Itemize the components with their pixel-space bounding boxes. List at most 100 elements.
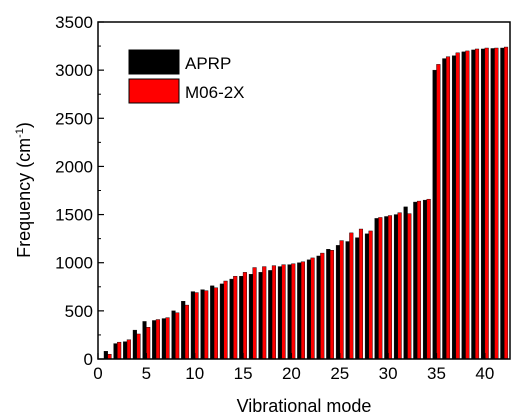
bar-m06-2x-mode-41 [494, 47, 499, 360]
bar-m06-2x-mode-29 [378, 217, 383, 360]
bar-aprp-mode-32 [403, 206, 408, 360]
bar-m06-2x-mode-8 [175, 312, 180, 360]
bar-m06-2x-mode-19 [281, 264, 286, 360]
legend-label-m06-2x: M06-2X [185, 83, 245, 102]
bar-m06-2x-mode-2 [117, 341, 122, 360]
bar-m06-2x-mode-7 [165, 317, 170, 360]
bar-m06-2x-mode-23 [320, 252, 325, 360]
x-tick-label: 40 [475, 364, 494, 383]
x-tick-label: 30 [379, 364, 398, 383]
bar-aprp-mode-14 [229, 278, 234, 360]
bar-m06-2x-mode-15 [242, 272, 247, 360]
bar-aprp-mode-9 [181, 301, 186, 360]
bar-aprp-mode-7 [161, 318, 166, 360]
bar-m06-2x-mode-4 [136, 333, 141, 360]
bar-aprp-mode-36 [442, 58, 447, 360]
bar-aprp-mode-40 [480, 48, 486, 360]
bar-aprp-mode-37 [451, 55, 457, 360]
bar-m06-2x-mode-16 [252, 267, 257, 360]
bar-aprp-mode-15 [239, 275, 244, 360]
bar-aprp-mode-12 [210, 285, 215, 360]
bar-m06-2x-mode-13 [223, 280, 228, 360]
bar-m06-2x-mode-14 [233, 275, 238, 360]
bar-m06-2x-mode-40 [484, 47, 489, 360]
bar-aprp-mode-11 [200, 289, 205, 360]
bar-m06-2x-mode-11 [204, 290, 209, 360]
bar-aprp-mode-39 [471, 49, 476, 360]
bar-aprp-mode-13 [219, 283, 224, 360]
y-tick-label: 3000 [55, 61, 93, 80]
bar-aprp-mode-1 [103, 351, 108, 360]
y-axis-title-main: Frequency (cm [14, 138, 34, 258]
bar-m06-2x-mode-35 [436, 64, 441, 360]
y-tick-label: 500 [65, 302, 93, 321]
y-tick-label: 2000 [55, 157, 93, 176]
bar-aprp-mode-20 [287, 264, 292, 360]
bar-m06-2x-mode-34 [426, 198, 431, 360]
legend-label-aprp: APRP [185, 54, 231, 73]
bar-m06-2x-mode-25 [339, 240, 344, 360]
bar-aprp-mode-10 [190, 291, 195, 360]
bar-m06-2x-mode-6 [155, 319, 160, 360]
bar-m06-2x-mode-20 [291, 263, 296, 360]
bar-aprp-mode-8 [171, 310, 176, 360]
x-tick-label: 25 [330, 364, 349, 383]
x-axis-ticks: 0 5 10 15 20 25 30 35 40 [93, 353, 494, 383]
bar-aprp-mode-27 [355, 237, 360, 360]
y-tick-label: 0 [84, 350, 93, 369]
x-tick-label: 20 [282, 364, 301, 383]
bar-aprp-mode-23 [316, 255, 321, 360]
bar-aprp-mode-42 [500, 47, 505, 360]
legend-swatch-m06-2x [128, 78, 180, 104]
bar-m06-2x-mode-33 [416, 200, 422, 360]
bar-m06-2x-mode-42 [504, 46, 509, 360]
bar-m06-2x-mode-37 [455, 52, 460, 360]
bar-aprp-mode-30 [384, 216, 389, 360]
bar-m06-2x-mode-32 [407, 213, 412, 360]
bar-aprp-mode-41 [490, 48, 495, 360]
bar-aprp-mode-22 [306, 259, 311, 360]
bar-aprp-mode-29 [374, 218, 379, 360]
bar-aprp-mode-31 [393, 214, 399, 360]
bar-m06-2x-mode-17 [262, 266, 267, 360]
y-tick-label: 3500 [55, 13, 93, 32]
bar-m06-2x-mode-22 [310, 257, 315, 360]
bar-aprp-mode-18 [268, 270, 273, 360]
x-tick-label: 10 [185, 364, 204, 383]
bar-m06-2x-mode-3 [126, 339, 131, 360]
bar-aprp-mode-4 [132, 329, 137, 360]
bar-aprp-mode-21 [297, 262, 302, 360]
bar-aprp-mode-16 [248, 274, 253, 360]
bar-aprp-mode-26 [345, 241, 350, 360]
y-axis-title-superscript: -1 [14, 128, 26, 138]
bar-m06-2x-mode-12 [213, 287, 218, 360]
bar-m06-2x-mode-38 [465, 50, 470, 360]
x-tick-label: 5 [142, 364, 151, 383]
bar-aprp-mode-24 [326, 249, 331, 360]
y-axis-ticks: 0 500 1000 1500 2000 2500 3000 3500 [55, 13, 104, 369]
bar-aprp-mode-35 [432, 69, 437, 360]
y-tick-label: 1000 [55, 254, 93, 273]
bar-aprp-mode-2 [113, 343, 118, 360]
bar-m06-2x-mode-31 [397, 212, 402, 360]
bar-aprp-mode-33 [413, 201, 418, 360]
y-axis-title: Frequency (cm-1) [14, 122, 34, 258]
bar-aprp-mode-6 [152, 320, 157, 360]
bar-m06-2x-mode-26 [349, 232, 354, 360]
bar-aprp-mode-28 [364, 233, 369, 360]
legend-swatch-aprp [128, 49, 180, 75]
bar-aprp-mode-38 [461, 51, 466, 360]
bar-aprp-mode-3 [123, 341, 128, 360]
legend: APRP M06-2X [128, 49, 245, 104]
x-axis-title: Vibrational mode [237, 396, 372, 416]
bar-m06-2x-mode-18 [271, 265, 276, 360]
y-tick-label: 2500 [55, 109, 93, 128]
y-axis-title-close: ) [14, 122, 34, 128]
bar-aprp-mode-34 [422, 199, 428, 360]
bar-m06-2x-mode-27 [358, 228, 364, 360]
bar-m06-2x-mode-36 [445, 56, 451, 360]
bar-m06-2x-mode-24 [329, 249, 334, 360]
bar-m06-2x-mode-21 [300, 261, 305, 360]
y-tick-label: 1500 [55, 206, 93, 225]
